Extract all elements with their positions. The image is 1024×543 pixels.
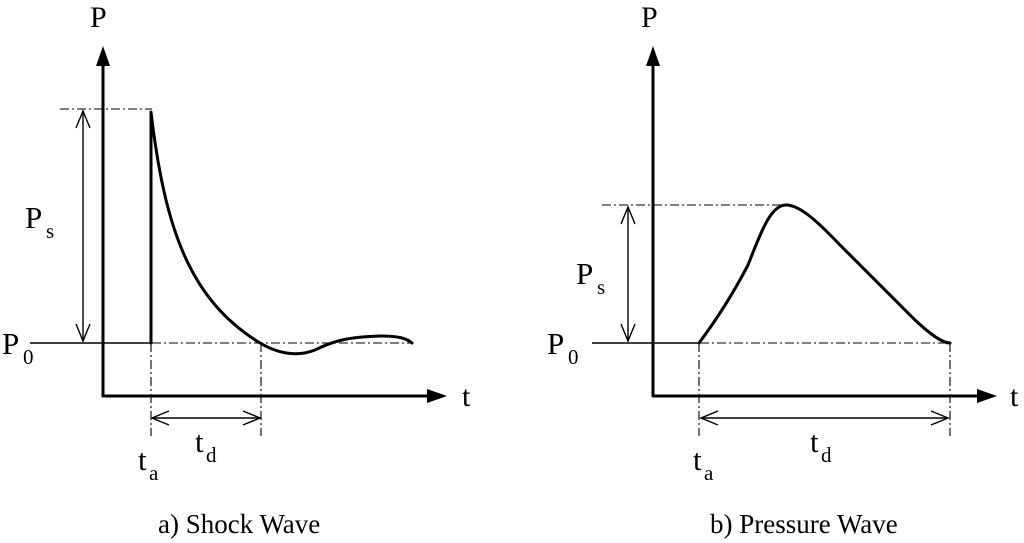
shock-y-axis-label: P: [90, 1, 107, 34]
shock-axes: [96, 46, 447, 403]
svg-text:P: P: [547, 326, 564, 361]
pressure-duration-dimension-arrow: [699, 410, 950, 426]
svg-text:s: s: [46, 219, 54, 243]
shock-caption: a) Shock Wave: [158, 509, 320, 539]
svg-text:P: P: [576, 256, 593, 291]
panel-shock-wave: P t P s P 0 t a t d a) Shock Wave: [2, 1, 471, 539]
pressure-ambient-label: P 0: [547, 326, 579, 369]
shock-ambient-label: P 0: [2, 326, 34, 369]
shock-x-axis-arrowhead: [427, 389, 447, 403]
shock-peak-label: P s: [25, 200, 54, 243]
shock-peak-dimension-arrow: [75, 109, 91, 343]
pressure-peak-label: P s: [576, 256, 605, 299]
svg-text:a: a: [704, 461, 714, 485]
pressure-y-axis-arrowhead: [646, 46, 660, 66]
shock-y-axis-arrowhead: [96, 46, 110, 66]
pressure-caption: b) Pressure Wave: [710, 509, 898, 539]
svg-text:a: a: [149, 461, 159, 485]
shock-x-axis-label: t: [462, 380, 471, 413]
svg-text:P: P: [2, 326, 19, 361]
pressure-wave-curve: [697, 203, 952, 345]
svg-text:d: d: [206, 443, 217, 467]
svg-text:d: d: [821, 443, 832, 467]
shock-duration-dimension-arrow: [150, 410, 262, 426]
pressure-duration-label: t d: [810, 424, 832, 467]
svg-text:s: s: [597, 275, 605, 299]
shock-wave-curve: [149, 110, 414, 356]
pressure-x-axis-arrowhead: [977, 389, 997, 403]
panel-pressure-wave: P t P s P 0 t a t d b) Pressure Wave: [547, 1, 1019, 539]
svg-text:t: t: [195, 424, 204, 459]
shock-arrival-label: t a: [138, 442, 159, 485]
svg-text:t: t: [138, 442, 147, 477]
pressure-y-axis-label: P: [641, 1, 658, 34]
pressure-peak-dimension-arrow: [620, 205, 636, 343]
pressure-x-axis-label: t: [1010, 380, 1019, 413]
pressure-arrival-label: t a: [693, 442, 714, 485]
pressure-axes: [646, 46, 997, 403]
shock-duration-label: t d: [195, 424, 217, 467]
svg-text:t: t: [693, 442, 702, 477]
svg-text:0: 0: [23, 345, 34, 369]
svg-text:t: t: [810, 424, 819, 459]
svg-text:P: P: [25, 200, 42, 235]
svg-text:0: 0: [568, 345, 579, 369]
